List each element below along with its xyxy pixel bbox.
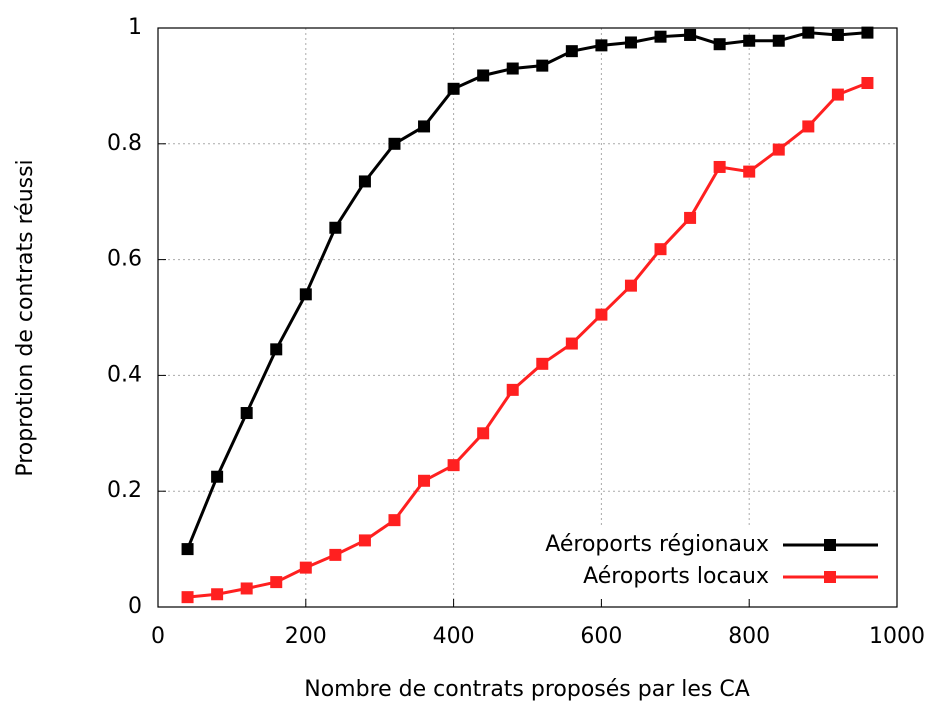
point-marker: [802, 120, 815, 133]
legend-label: Aéroports régionaux: [545, 532, 769, 557]
x-tick-label: 0: [151, 624, 165, 649]
y-tick-label: 0.8: [107, 131, 142, 156]
point-marker: [240, 407, 253, 420]
y-axis-label: Proprotion de contrats réussi: [13, 159, 38, 476]
series-line: [187, 81, 868, 599]
point-marker: [772, 143, 785, 156]
point-marker: [595, 39, 608, 52]
point-marker: [270, 343, 283, 356]
legend-marker: [824, 571, 836, 583]
point-marker: [358, 534, 371, 547]
point-marker: [654, 243, 667, 256]
legend-label: Aéroports locaux: [583, 564, 769, 589]
point-marker: [861, 26, 874, 39]
point-marker: [240, 582, 253, 595]
point-marker: [802, 26, 815, 39]
point-marker: [211, 470, 224, 483]
point-marker: [329, 221, 342, 234]
point-marker: [299, 288, 312, 301]
point-marker: [270, 576, 283, 589]
point-marker: [743, 165, 756, 178]
point-marker: [565, 45, 578, 58]
y-tick-label: 1: [128, 15, 142, 40]
point-marker: [624, 279, 637, 292]
point-marker: [211, 588, 224, 601]
point-marker: [831, 28, 844, 41]
y-tick-label: 0.4: [107, 362, 142, 387]
point-marker: [477, 427, 490, 440]
x-tick-label: 200: [285, 624, 327, 649]
point-marker: [565, 337, 578, 350]
point-marker: [329, 548, 342, 561]
point-marker: [772, 34, 785, 47]
point-marker: [418, 120, 431, 133]
y-tick-label: 0: [128, 594, 142, 619]
point-marker: [388, 137, 401, 150]
point-marker: [388, 514, 401, 527]
x-axis-label: Nombre de contrats proposés par les CA: [304, 677, 750, 702]
point-marker: [418, 474, 431, 487]
point-marker: [477, 69, 490, 82]
point-marker: [595, 308, 608, 321]
point-marker: [358, 175, 371, 188]
point-marker: [861, 77, 874, 90]
point-marker: [831, 88, 844, 101]
point-marker: [447, 459, 460, 472]
point-marker: [506, 383, 519, 396]
y-tick-label: 0.6: [107, 247, 142, 272]
point-marker: [713, 38, 726, 51]
plot-frame: [157, 27, 898, 608]
point-marker: [181, 543, 194, 556]
legend-marker: [824, 539, 836, 551]
x-tick-label: 400: [433, 624, 475, 649]
y-tick-label: 0.2: [107, 478, 142, 503]
point-marker: [447, 82, 460, 95]
legend-background: [483, 525, 893, 599]
x-tick-label: 800: [728, 624, 770, 649]
point-marker: [181, 591, 194, 604]
series-line: [186, 31, 868, 550]
x-tick-label: 1000: [869, 624, 925, 649]
point-marker: [654, 30, 667, 43]
x-tick-label: 600: [580, 624, 622, 649]
point-marker: [684, 211, 697, 224]
point-marker: [536, 357, 549, 370]
point-marker: [299, 561, 312, 574]
point-marker: [624, 36, 637, 49]
point-marker: [536, 59, 549, 72]
point-marker: [713, 160, 726, 173]
point-marker: [743, 34, 756, 47]
point-marker: [684, 28, 697, 41]
point-marker: [506, 62, 519, 75]
